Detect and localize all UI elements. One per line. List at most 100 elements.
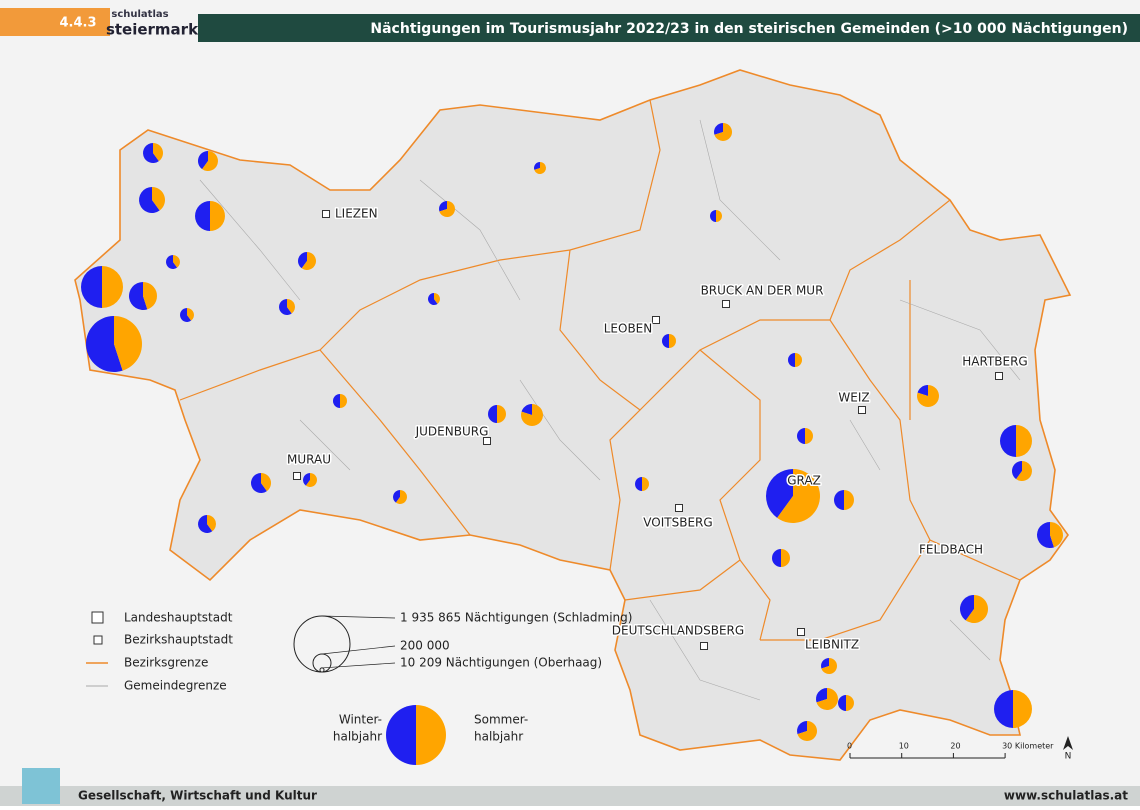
logo-bottom: steiermark	[106, 21, 199, 39]
pie-summer	[187, 307, 195, 321]
size-legend-leader	[321, 615, 396, 619]
legend-summer-half	[416, 705, 446, 765]
pie-winter	[833, 489, 844, 511]
section-box	[0, 8, 110, 36]
pie-winter	[298, 252, 307, 269]
pie-summer	[395, 489, 408, 505]
pie-winter	[815, 687, 827, 703]
pie-summer	[340, 393, 348, 409]
pie-winter	[710, 209, 716, 223]
pie-winter	[661, 333, 669, 349]
pie-winter	[198, 515, 213, 533]
pie-winter	[128, 281, 148, 311]
pie-winter	[139, 187, 160, 213]
size-legend-label: 10 209 Nächtigungen (Oberhaag)	[400, 656, 602, 670]
pie-summer	[846, 695, 854, 711]
scalebar-label: 30 Kilometer	[1002, 742, 1054, 751]
pie-winter	[521, 403, 532, 415]
pie-winter	[165, 254, 178, 270]
pie-winter	[766, 469, 793, 518]
pie-summer	[439, 201, 455, 217]
legend-winter-half	[386, 705, 416, 765]
size-legend-leader	[321, 645, 396, 655]
pie-summer	[714, 123, 732, 141]
legend-summer: halbjahr	[474, 730, 523, 744]
pie-winter	[197, 150, 208, 170]
pie-winter	[279, 299, 292, 315]
district-label: MURAU	[287, 453, 331, 467]
legend-winter: Winter-	[339, 713, 382, 727]
district-label: HARTBERG	[962, 355, 1027, 369]
pie-summer	[173, 254, 181, 268]
logo-top: schulatlas	[111, 9, 168, 20]
pie-summer	[287, 299, 295, 314]
footer-left: Gesellschaft, Wirtschaft und Kultur	[78, 789, 317, 803]
pie-summer	[202, 150, 219, 172]
pie-summer	[916, 384, 940, 408]
district-seat	[858, 406, 866, 414]
pie-summer	[152, 187, 165, 211]
pie-winter	[821, 658, 829, 669]
pie-winter	[332, 393, 340, 409]
pie-summer	[797, 720, 818, 742]
pie-winter	[179, 307, 192, 323]
pie-summer	[1050, 522, 1063, 548]
size-legend-leader	[321, 662, 396, 669]
footer-bar	[0, 786, 1140, 806]
pie-summer	[534, 161, 547, 175]
district-borders	[179, 99, 1021, 641]
district-seat	[797, 628, 805, 636]
district-seat	[722, 300, 730, 308]
pie-winter	[533, 161, 540, 170]
legend-district-symbol	[93, 635, 103, 645]
size-legend-circle	[319, 667, 325, 673]
district-label: JUDENBURG	[415, 425, 489, 439]
pie-summer	[520, 403, 544, 427]
district-label: GRAZ	[787, 474, 821, 488]
pie-winter	[797, 428, 805, 444]
scalebar-label: 0	[847, 742, 852, 751]
pie-winter	[195, 201, 210, 231]
legend-label: Gemeindegrenze	[124, 679, 227, 693]
legend-label: Landeshauptstadt	[124, 611, 233, 625]
pie-winter	[427, 292, 438, 306]
pie-summer	[114, 316, 142, 371]
pie-winter	[634, 476, 642, 492]
pie-winter	[838, 695, 846, 711]
section-number: 4.4.3	[59, 16, 96, 31]
legend-label: Bezirksgrenze	[124, 656, 208, 670]
legend-summer: Sommer-	[474, 713, 528, 727]
pie-winter	[250, 472, 267, 494]
pie-summer	[965, 594, 989, 624]
pie-winter	[1011, 460, 1022, 480]
district-label: LEIBNITZ	[805, 638, 859, 652]
pie-summer	[821, 658, 837, 674]
legend-label: Bezirkshauptstadt	[124, 633, 233, 647]
district-label: LEOBEN	[604, 322, 653, 336]
pie-summer	[497, 405, 506, 423]
pie-winter	[439, 201, 447, 212]
district-seat	[293, 472, 301, 480]
legend-winter: halbjahr	[333, 730, 382, 744]
north-label: N	[1065, 752, 1072, 762]
footer-icon	[22, 768, 60, 804]
district-label: LIEZEN	[335, 207, 378, 221]
district-label: BRUCK AN DER MUR	[701, 284, 824, 298]
pie-winter	[994, 690, 1013, 728]
district-seat	[675, 504, 683, 512]
district-seat	[700, 642, 708, 650]
pie-summer	[102, 265, 124, 309]
scalebar-label: 20	[950, 742, 960, 751]
district-seat	[322, 210, 330, 218]
pie-winter	[917, 384, 928, 396]
state-outline	[74, 69, 1072, 761]
pie-winter	[142, 142, 159, 164]
pie-winter	[86, 316, 123, 372]
footer-right: www.schulatlas.at	[1004, 789, 1128, 803]
pie-summer	[844, 489, 855, 511]
municipality-borders	[199, 119, 1021, 701]
pie-summer	[669, 333, 677, 349]
pie-summer	[816, 687, 839, 711]
district-label: FELDBACH	[919, 543, 983, 557]
